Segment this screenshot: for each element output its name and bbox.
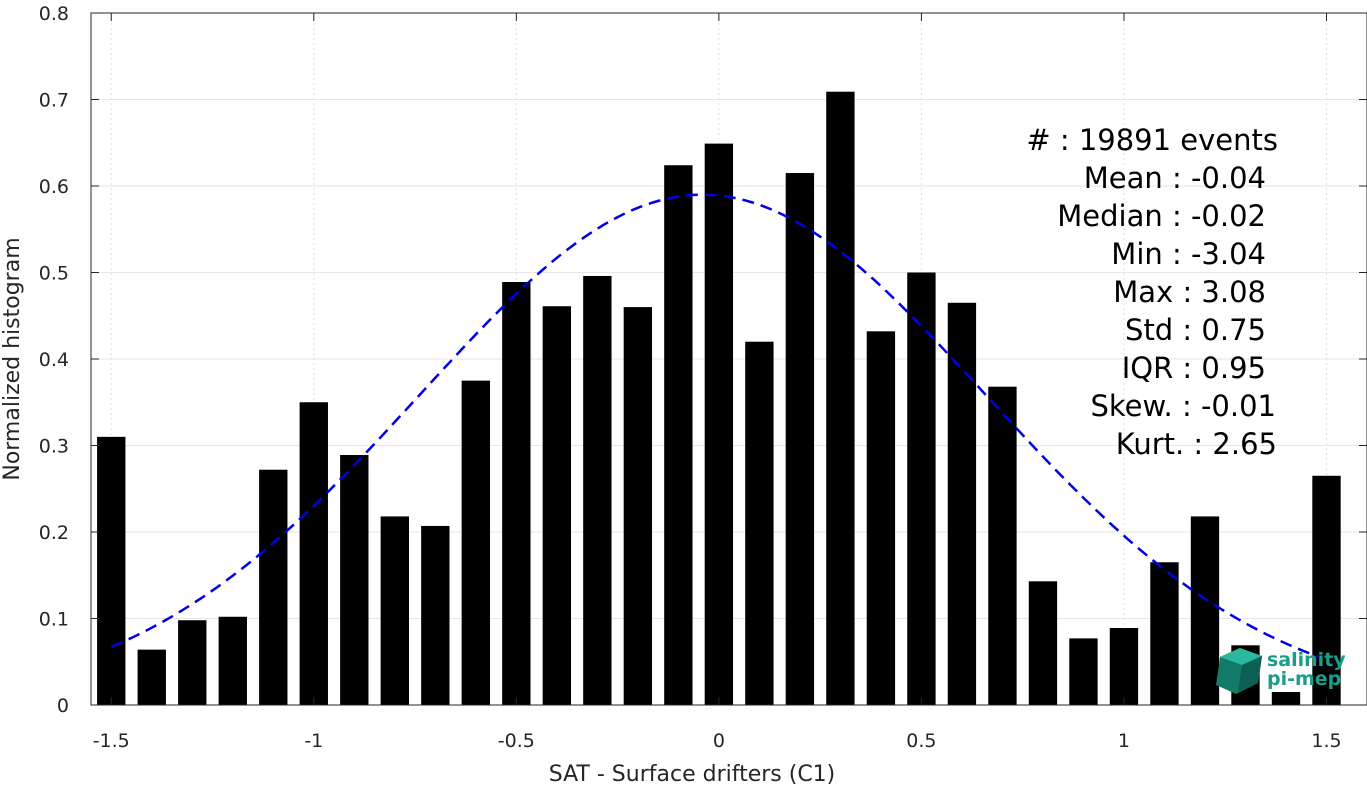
x-tick-label-0: -1.5 xyxy=(93,730,130,752)
bar-26 xyxy=(1150,562,1179,705)
y-tick-label-0: 0 xyxy=(57,695,69,717)
stat-line-2: Median : -0.02 xyxy=(1057,199,1266,233)
bar-13 xyxy=(623,307,653,705)
bar-20 xyxy=(907,272,936,705)
y-tick-label-3: 0.3 xyxy=(39,436,69,458)
bar-1 xyxy=(137,649,166,705)
bar-5 xyxy=(299,402,328,705)
bar-10 xyxy=(502,282,531,705)
axis-ticks xyxy=(91,12,1367,706)
bar-27 xyxy=(1190,516,1220,705)
stat-line-1: Mean : -0.04 xyxy=(1084,161,1266,195)
stat-line-7: Skew. : -0.01 xyxy=(1090,389,1276,423)
x-tick-label-1: -1 xyxy=(304,730,323,752)
bar-17 xyxy=(785,173,815,705)
gaussian-fit-curve xyxy=(110,193,1319,658)
bar-22 xyxy=(988,386,1017,705)
y-axis-label: Normalized histogram xyxy=(0,237,25,480)
stat-line-3: Min : -3.04 xyxy=(1111,237,1266,271)
bar-29 xyxy=(1271,692,1301,705)
bar-19 xyxy=(866,331,896,705)
y-tick-label-2: 0.2 xyxy=(39,522,69,544)
stat-line-6: IQR : 0.95 xyxy=(1122,351,1266,385)
stat-line-0: # : 19891 events xyxy=(1026,123,1278,157)
bar-0 xyxy=(97,436,126,705)
y-tick-label-4: 0.4 xyxy=(39,349,69,371)
bar-21 xyxy=(947,302,977,705)
logo-text-line2: pi-mep xyxy=(1267,668,1341,690)
logo-cube-icon xyxy=(1216,648,1262,694)
bar-9 xyxy=(461,380,491,705)
bar-25 xyxy=(1109,628,1139,705)
statistics-box: # : 19891 events Mean : -0.04 Median : -0.… xyxy=(1026,123,1278,461)
y-tick-label-7: 0.7 xyxy=(39,90,69,112)
x-axis-label: SAT - Surface drifters (C1) xyxy=(549,762,836,785)
salinity-pimep-logo: salinity pi-mep xyxy=(1216,648,1346,694)
bar-7 xyxy=(380,516,409,705)
bar-11 xyxy=(542,306,572,705)
bar-14 xyxy=(664,165,693,706)
histogram-bars xyxy=(97,91,1341,706)
bar-3 xyxy=(218,616,247,705)
x-tick-label-6: 1.5 xyxy=(1311,730,1341,752)
bar-30 xyxy=(1312,475,1341,705)
bar-12 xyxy=(583,275,612,705)
x-tick-label-2: -0.5 xyxy=(498,730,535,752)
y-tick-labels: 0 0.1 0.2 0.3 0.4 0.5 0.6 0.7 0.8 xyxy=(39,3,69,717)
bar-15 xyxy=(704,143,734,706)
y-tick-label-5: 0.5 xyxy=(39,263,69,285)
x-tick-labels: -1.5 -1 -0.5 0 0.5 1 1.5 xyxy=(93,730,1342,752)
bar-2 xyxy=(178,620,207,705)
bar-18 xyxy=(826,91,855,706)
x-tick-label-4: 0.5 xyxy=(906,730,936,752)
y-tick-label-6: 0.6 xyxy=(39,176,69,198)
y-tick-label-1: 0.1 xyxy=(39,609,69,631)
bar-23 xyxy=(1028,581,1058,705)
bar-8 xyxy=(421,525,450,705)
x-tick-label-3: 0 xyxy=(713,730,725,752)
x-tick-label-5: 1 xyxy=(1118,730,1130,752)
y-tick-label-8: 0.8 xyxy=(39,3,69,25)
bar-16 xyxy=(745,341,774,705)
stat-line-4: Max : 3.08 xyxy=(1113,275,1266,309)
stat-line-8: Kurt. : 2.65 xyxy=(1116,427,1277,461)
logo-text-line1: salinity xyxy=(1267,649,1346,671)
bar-6 xyxy=(340,455,369,705)
bar-24 xyxy=(1069,638,1098,705)
stat-line-5: Std : 0.75 xyxy=(1125,313,1266,347)
bar-4 xyxy=(259,469,288,705)
